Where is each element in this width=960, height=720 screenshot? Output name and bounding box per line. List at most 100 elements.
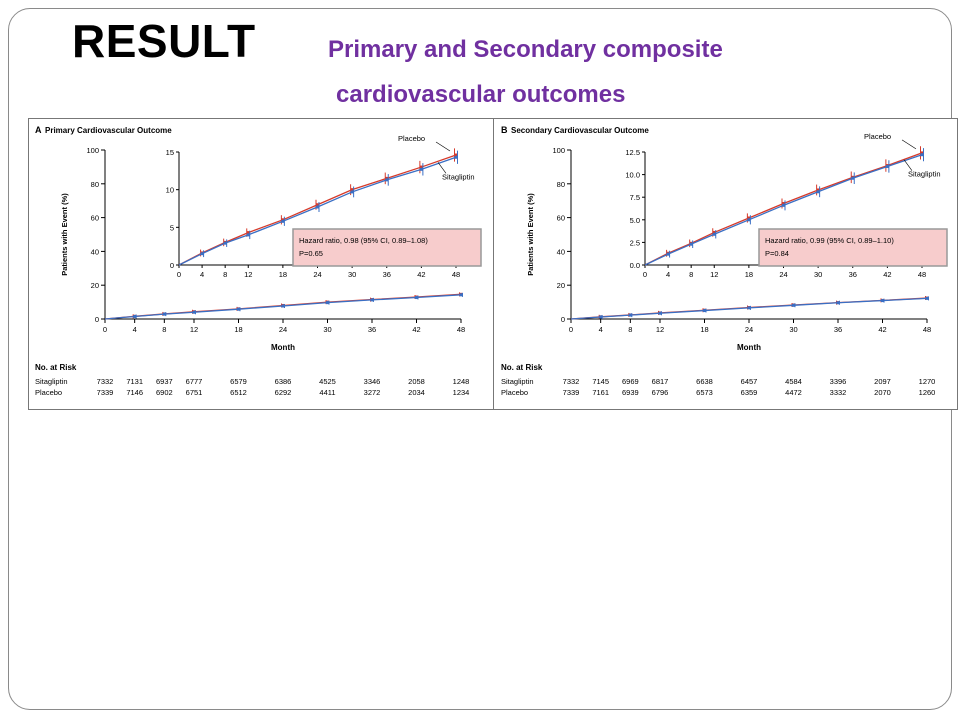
inset-y-tick-label: 10.0: [625, 171, 640, 180]
inset-x-tick-label: 30: [814, 270, 822, 279]
x-tick-label: 36: [834, 325, 842, 334]
risk-table-cell: 4472: [785, 388, 802, 397]
x-tick-label: 18: [234, 325, 242, 334]
x-tick-label: 36: [368, 325, 376, 334]
risk-table-cell: 6573: [696, 388, 713, 397]
inset-x-tick-label: 24: [313, 270, 321, 279]
x-axis-label: Month: [737, 343, 761, 352]
hazard-ratio-box: [758, 228, 948, 267]
y-tick-label: 40: [91, 247, 99, 256]
main-data-point: [703, 309, 706, 313]
risk-table-cell: 7332: [97, 377, 114, 386]
inset-data-point: [689, 242, 693, 246]
x-tick-label: 30: [323, 325, 331, 334]
risk-table-cell: 7161: [592, 388, 609, 397]
sitagliptin-label-leader: [437, 162, 447, 174]
inset-data-point: [385, 176, 389, 180]
inset-series-line-placebo: [178, 154, 457, 266]
risk-table-row-label: Sitagliptin: [35, 377, 68, 386]
risk-table-row-label: Placebo: [501, 388, 528, 397]
inset-data-point: [920, 153, 924, 157]
inset-x-tick-label: 24: [779, 270, 787, 279]
main-data-point: [881, 299, 884, 303]
inset-data-point: [920, 151, 924, 155]
x-tick-label: 48: [457, 325, 465, 334]
main-data-point: [370, 298, 374, 302]
inset-data-point: [350, 190, 354, 194]
y-axis-label: Patients with Event (%): [526, 193, 535, 276]
inset-x-tick-label: 4: [200, 270, 204, 279]
risk-table-cell: 6359: [741, 388, 758, 397]
risk-table-cell: 6939: [622, 388, 639, 397]
inset-data-point: [782, 203, 785, 207]
placebo-series-label: Placebo: [864, 132, 891, 141]
panel-title: Secondary Cardiovascular Outcome: [511, 126, 649, 135]
slide-subtitle-line-1: Primary and Secondary composite: [328, 36, 723, 63]
inset-data-point: [419, 167, 423, 171]
inset-x-tick-label: 12: [244, 270, 252, 279]
y-axis-label: Patients with Event (%): [60, 193, 69, 276]
inset-data-point: [712, 232, 716, 236]
risk-table-cell: 4525: [319, 377, 336, 386]
panel-label: A: [35, 125, 42, 135]
x-tick-label: 12: [656, 325, 664, 334]
risk-table-cell: 2070: [874, 388, 891, 397]
x-tick-label: 12: [190, 325, 198, 334]
inset-data-point: [385, 178, 389, 182]
y-tick-label: 80: [557, 180, 565, 189]
sitagliptin-series-label: Sitagliptin: [908, 170, 941, 179]
inset-data-point: [454, 153, 458, 157]
x-tick-label: 8: [162, 325, 166, 334]
risk-table-cell: 6386: [275, 377, 292, 386]
p-value-text: P=0.65: [299, 249, 323, 258]
inset-data-point: [223, 241, 227, 245]
inset-data-point: [747, 216, 751, 220]
panel-title: Primary Cardiovascular Outcome: [45, 126, 172, 135]
risk-table-cell: 6777: [186, 377, 203, 386]
inset-x-tick-label: 12: [710, 270, 718, 279]
inset-series-line-placebo: [644, 152, 923, 266]
inset-data-point: [712, 230, 716, 234]
y-tick-label: 100: [86, 146, 99, 155]
inset-y-tick-label: 0: [170, 261, 174, 270]
panel-divider: [493, 118, 494, 410]
risk-table-row-label: Sitagliptin: [501, 377, 534, 386]
risk-table-cell: 2034: [408, 388, 425, 397]
inset-y-tick-label: 10: [166, 186, 174, 195]
risk-table-cell: 6796: [652, 388, 669, 397]
main-data-point: [192, 310, 196, 314]
risk-table-cell: 6638: [696, 377, 713, 386]
risk-table-cell: 3332: [830, 388, 847, 397]
main-data-point: [237, 307, 240, 311]
x-tick-label: 0: [103, 325, 107, 334]
inset-x-tick-label: 8: [689, 270, 693, 279]
inset-x-tick-label: 0: [643, 270, 647, 279]
panel-a-chart: A Primary Cardiovascular Outcome020406080…: [35, 125, 482, 397]
x-tick-label: 24: [279, 325, 287, 334]
y-tick-label: 60: [91, 214, 99, 223]
main-data-point: [281, 304, 285, 308]
risk-table-cell: 6512: [230, 388, 247, 397]
inset-x-tick-label: 4: [666, 270, 670, 279]
inset-series-line-sitagliptin: [178, 156, 457, 266]
risk-table-cell: 6937: [156, 377, 173, 386]
risk-table-cell: 3346: [364, 377, 381, 386]
x-tick-label: 30: [789, 325, 797, 334]
inset-data-point: [747, 218, 751, 222]
y-tick-label: 40: [557, 247, 565, 256]
x-tick-label: 4: [599, 325, 603, 334]
y-tick-label: 100: [552, 146, 565, 155]
inset-data-point: [782, 202, 785, 206]
main-data-point: [162, 312, 166, 316]
x-tick-label: 8: [628, 325, 632, 334]
x-tick-label: 42: [878, 325, 886, 334]
inset-data-point: [885, 164, 889, 168]
risk-table-cell: 3396: [830, 377, 847, 386]
inset-data-point: [281, 219, 285, 223]
inset-x-tick-label: 0: [177, 270, 181, 279]
inset-data-point: [246, 231, 250, 235]
y-tick-label: 0: [561, 315, 565, 324]
x-tick-label: 0: [569, 325, 573, 334]
inset-y-tick-label: 2.5: [630, 238, 640, 247]
inset-series-line-sitagliptin: [644, 154, 923, 266]
